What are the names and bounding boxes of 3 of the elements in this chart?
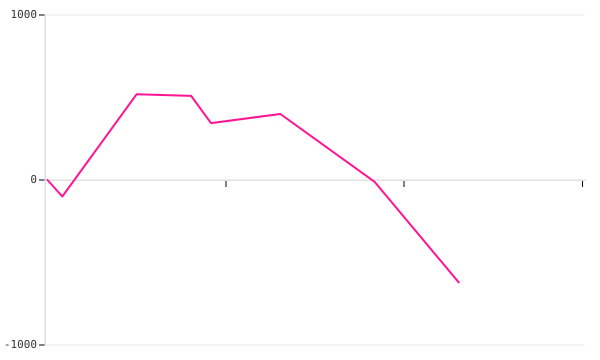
- y-tick-label: -1000: [4, 338, 37, 351]
- y-tick-label: 0: [30, 172, 37, 186]
- y-tick-label: 1000: [10, 8, 37, 21]
